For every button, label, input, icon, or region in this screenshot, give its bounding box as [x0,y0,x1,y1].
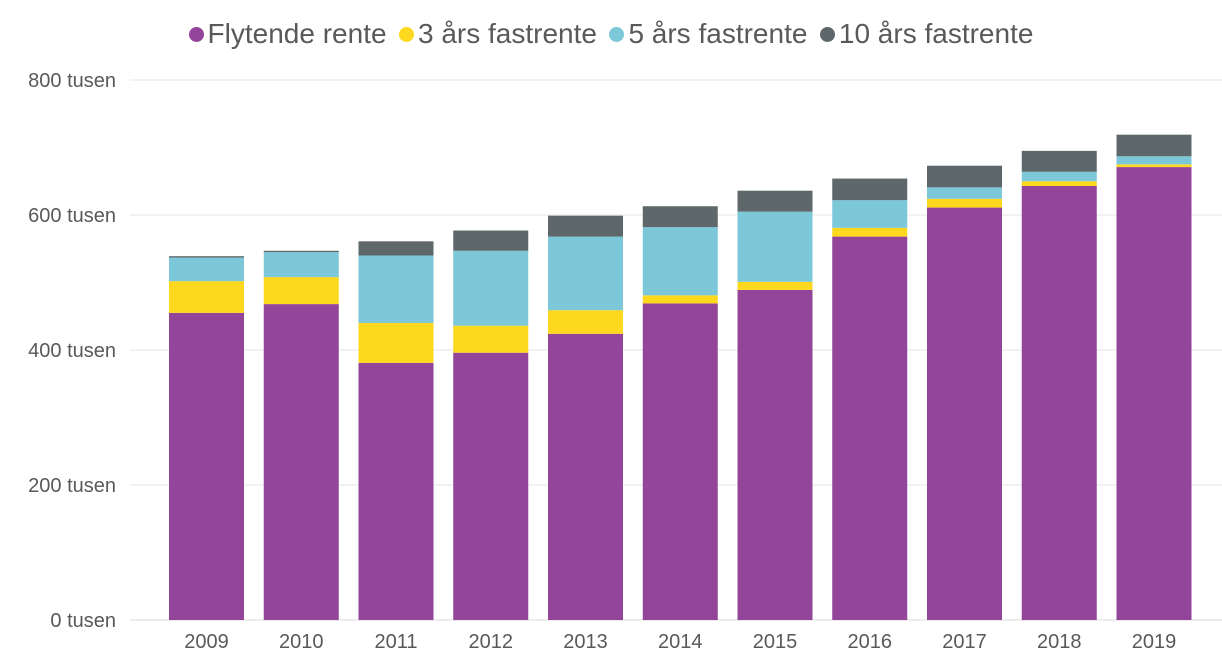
legend: Flytende rente 3 års fastrente 5 års fas… [0,18,1222,50]
bar-segment-2010-s1 [263,277,339,305]
bar-segment-2009-s1 [169,281,244,313]
legend-swatch-5-ars [609,26,625,42]
bar-segment-2010-s0 [263,304,339,620]
x-tick-label: 2016 [848,631,893,653]
bar-segment-2019-s0 [1116,167,1192,620]
legend-item-10-ars: 10 års fastrente [819,18,1034,50]
x-tick-label: 2009 [184,631,229,653]
legend-item-flytende: Flytende rente [188,18,387,50]
legend-label-3-ars: 3 års fastrente [418,18,597,49]
bar-segment-2012-s0 [453,352,529,620]
bar-segment-2014-s0 [642,303,718,620]
bar-segment-2015-s0 [737,289,813,620]
bar-segment-2009-s2 [169,257,244,282]
bar-segment-2016-s3 [832,178,908,201]
bar-segment-2011-s0 [358,362,434,620]
x-tick-label: 2012 [469,631,514,653]
legend-swatch-flytende [188,26,204,42]
bar-segment-2011-s3 [358,241,434,256]
x-tick-label: 2011 [374,631,417,653]
bar-segment-2011-s1 [358,323,434,363]
bar-segment-2019-s2 [1116,156,1192,165]
bar-segment-2016-s2 [832,200,908,228]
x-tick-label: 2015 [753,631,798,653]
bar-segment-2012-s1 [453,325,529,353]
bar-segment-2014-s2 [642,227,718,296]
x-tick-label: 2013 [563,631,608,653]
bar-segment-2010-s3 [263,250,339,253]
bar-segment-2013-s3 [548,215,623,237]
bar-segment-2009-s3 [169,256,244,258]
bar-segment-2017-s3 [927,165,1002,188]
bar-segment-2013-s1 [548,310,623,334]
bar-segment-2013-s0 [548,333,623,620]
x-tick-label: 2017 [942,631,987,653]
bar-segment-2017-s0 [927,207,1002,620]
legend-swatch-3-ars [399,26,414,42]
y-tick-label: 400 tusen [28,340,116,362]
bar-segment-2016-s1 [832,227,908,237]
bar-segment-2017-s1 [927,198,1002,208]
legend-swatch-10-ars [819,26,835,42]
bar-segment-2009-s0 [169,312,244,620]
y-tick-label: 800 tusen [28,70,116,92]
legend-label-10-ars: 10 års fastrente [838,18,1034,49]
bar-segment-2013-s2 [548,236,623,311]
x-tick-label: 2018 [1037,631,1082,653]
y-tick-label: 200 tusen [28,475,116,497]
bar-segment-2011-s2 [358,255,434,323]
bar-segment-2017-s2 [927,187,1002,199]
bar-segment-2018-s0 [1021,185,1097,620]
bar-segment-2015-s2 [737,211,813,282]
legend-item-5-ars: 5 års fastrente [609,18,807,50]
bar-segment-2010-s2 [263,252,339,278]
x-tick-label: 2010 [279,631,324,653]
legend-label-flytende: Flytende rente [207,18,387,49]
bar-segment-2012-s2 [453,250,529,326]
x-tick-label: 2014 [658,631,703,653]
bar-segment-2019-s3 [1116,134,1192,157]
bar-segment-2015-s1 [737,281,813,290]
bar-segment-2018-s3 [1021,150,1097,172]
bar-segment-2019-s1 [1116,164,1192,168]
legend-item-3-ars: 3 års fastrente [399,18,597,50]
bar-segment-2014-s3 [642,206,718,228]
bar-segment-2012-s3 [453,230,529,251]
bar-segment-2015-s3 [737,190,813,212]
bar-segment-2018-s1 [1021,181,1097,186]
legend-label-5-ars: 5 års fastrente [628,18,808,49]
bar-segment-2016-s0 [832,236,908,620]
bar-segment-2014-s1 [642,295,718,304]
x-tick-label: 2019 [1132,631,1177,653]
bar-segment-2018-s2 [1021,171,1097,182]
y-tick-label: 600 tusen [28,205,116,227]
y-tick-label: 0 tusen [50,610,116,632]
